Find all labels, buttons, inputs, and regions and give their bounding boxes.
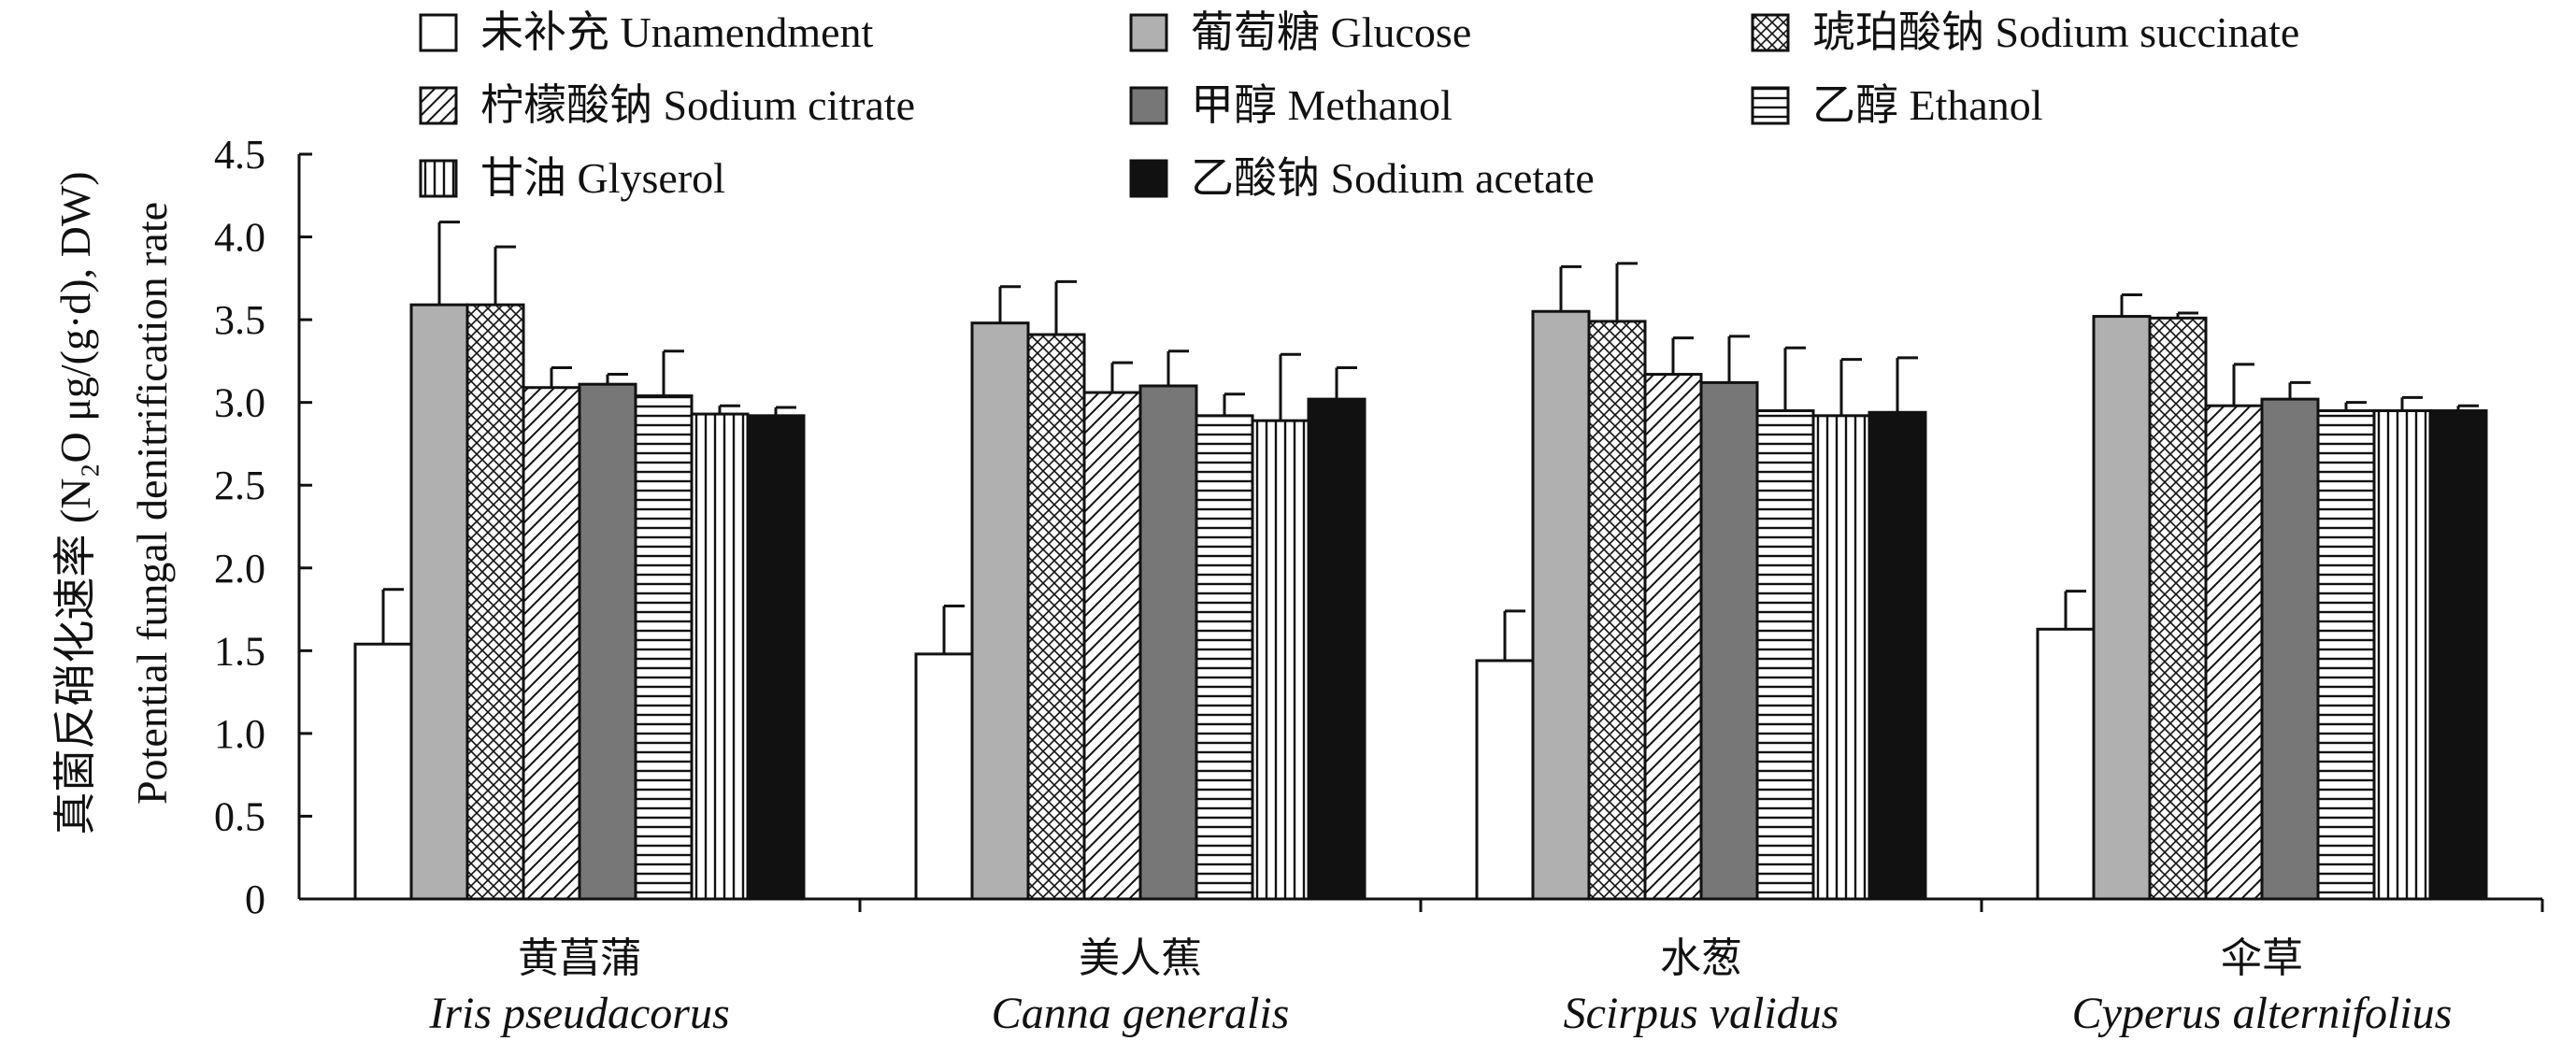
bar — [1699, 380, 1759, 901]
legend-swatch — [1129, 86, 1168, 125]
category-label-latin: Canna generalis — [992, 989, 1290, 1038]
y-axis-label-en: Potential fungal denitrification rate — [128, 202, 176, 805]
bar — [690, 412, 750, 901]
bar — [1531, 309, 1591, 901]
category-label-cn: 黄菖蒲 — [518, 934, 641, 982]
category-label-latin: Iris pseudacorus — [428, 989, 729, 1038]
legend-label: 柠檬酸钠 Sodium citrate — [480, 81, 915, 129]
bar — [2148, 316, 2208, 901]
legend-swatch — [1129, 159, 1168, 198]
bar — [1587, 320, 1647, 901]
bar — [1475, 659, 1535, 901]
bar — [1643, 373, 1703, 901]
bar — [2260, 397, 2320, 901]
legend: 未补充 Unamendment 葡萄糖 Glucose 琥珀酸钠 Sodium su… — [419, 8, 2299, 202]
y-tick-label: 4.0 — [214, 215, 265, 261]
legend-swatch — [1751, 13, 1790, 52]
bar — [634, 394, 694, 901]
bar — [1307, 397, 1367, 901]
bar — [2204, 404, 2264, 901]
category-label-latin: Scirpus validus — [1564, 989, 1839, 1038]
y-tick-label: 1.5 — [214, 628, 265, 674]
bar — [1811, 414, 1871, 901]
bar — [1138, 384, 1198, 901]
y-tick-label: 2.0 — [214, 546, 265, 592]
category-label-latin: Cyperus alternifolius — [2072, 989, 2453, 1038]
legend-swatch — [1751, 86, 1790, 125]
y-tick-label: 3.0 — [214, 380, 265, 426]
y-tick-label: 2.5 — [214, 463, 265, 508]
bar — [353, 642, 413, 901]
category-label-cn: 水葱 — [1660, 934, 1742, 982]
bar — [409, 303, 469, 901]
y-tick-label: 0 — [245, 877, 265, 922]
bar — [578, 382, 637, 901]
bar — [2036, 627, 2096, 901]
legend-label: 乙醇 Ethanol — [1812, 81, 2043, 129]
bar — [1026, 333, 1086, 901]
bar — [2316, 409, 2376, 901]
y-tick-label: 4.5 — [214, 132, 265, 178]
y-tick-label: 3.5 — [214, 297, 265, 343]
y-axis-label-cn: 真菌反硝化速率 (N₂O μg/(g·d), DW) — [51, 171, 99, 834]
bar — [746, 414, 806, 901]
legend-swatch — [419, 13, 458, 52]
legend-label: 葡萄糖 Glucose — [1191, 8, 1471, 56]
y-axis-label: 真菌反硝化速率 (N₂O μg/(g·d), DW) Potential fung… — [51, 171, 176, 834]
legend-label: 乙酸钠 Sodium acetate — [1191, 154, 1595, 202]
bar — [970, 321, 1030, 901]
legend-swatch — [419, 86, 458, 125]
bar — [914, 652, 974, 901]
y-tick-label: 0.5 — [214, 793, 265, 839]
bar — [2372, 409, 2432, 901]
bar — [465, 303, 525, 901]
x-axis-labels: 黄菖蒲 Iris pseudacorus 美人蕉 Canna generalis 水葱 S… — [428, 934, 2452, 1038]
legend-swatch — [419, 159, 458, 198]
bar — [2092, 315, 2152, 901]
bar — [522, 386, 581, 901]
bar — [1195, 414, 1254, 901]
category-label-cn: 美人蕉 — [1079, 934, 1202, 982]
bar — [1251, 419, 1310, 901]
bar — [1868, 410, 1927, 901]
legend-label: 甘油 Glyserol — [480, 154, 725, 202]
legend-swatch — [1129, 13, 1168, 52]
bars — [353, 221, 2488, 901]
bar — [1755, 409, 1815, 901]
legend-label: 甲醇 Methanol — [1191, 81, 1453, 129]
y-tick-label: 1.0 — [214, 711, 265, 757]
bar — [1082, 391, 1142, 901]
bar — [2428, 409, 2488, 901]
legend-label: 琥珀酸钠 Sodium succinate — [1812, 8, 2299, 56]
category-label-cn: 伞草 — [2221, 934, 2303, 982]
legend-label: 未补充 Unamendment — [480, 8, 874, 56]
